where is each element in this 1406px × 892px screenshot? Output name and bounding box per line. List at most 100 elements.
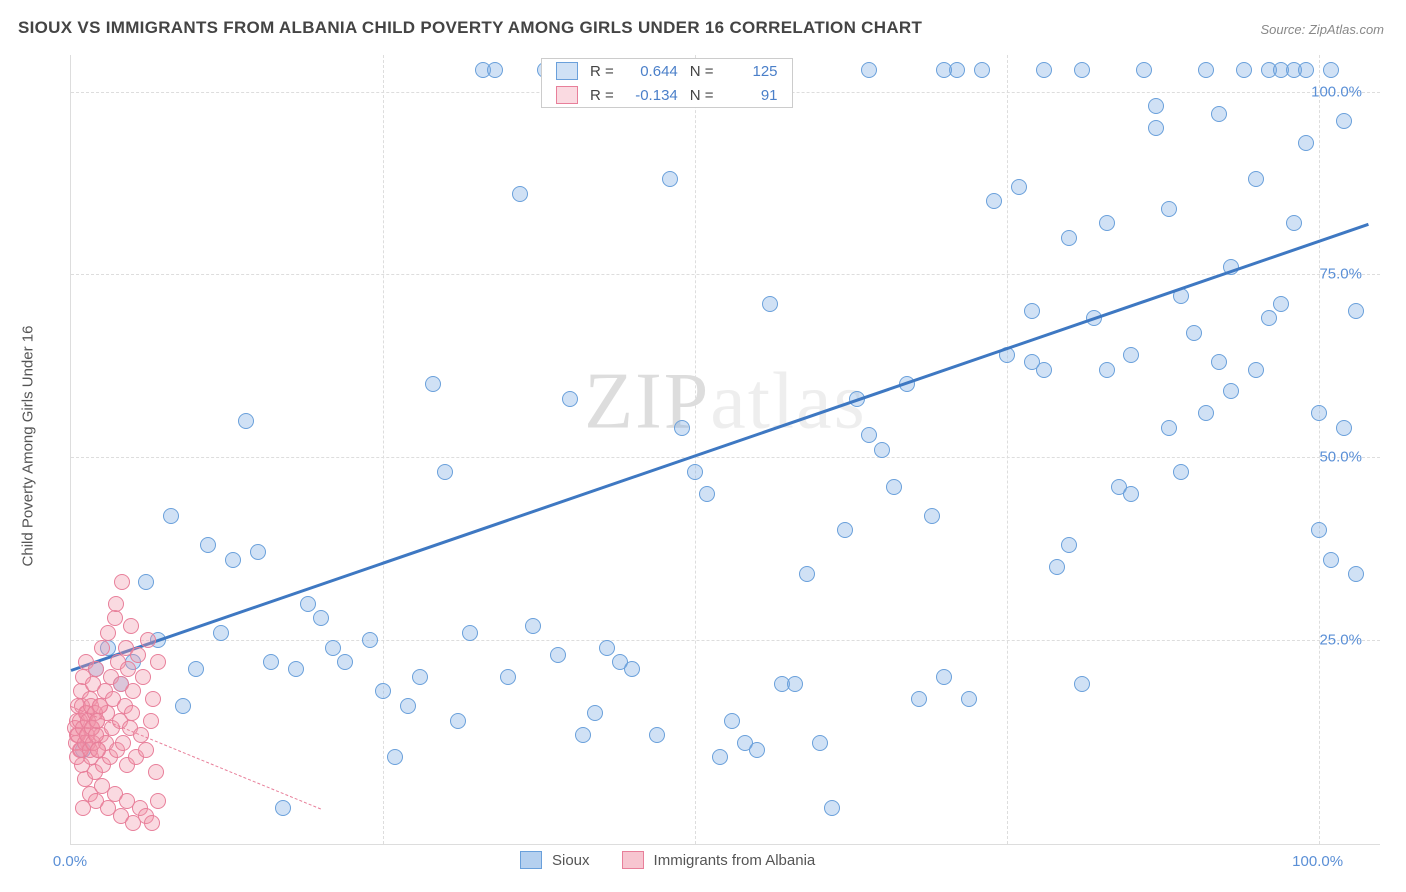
- stat-r-value: -0.134: [626, 87, 678, 104]
- stat-legend-row: R =0.644N =125: [542, 59, 792, 83]
- data-point: [587, 705, 603, 721]
- data-point: [213, 625, 229, 641]
- series-legend: Sioux Immigrants from Albania: [520, 851, 837, 869]
- data-point: [861, 427, 877, 443]
- data-point: [200, 537, 216, 553]
- gridline-v: [1007, 55, 1008, 844]
- data-point: [886, 479, 902, 495]
- stat-legend: R =0.644N =125R =-0.134N =91: [541, 58, 793, 108]
- data-point: [1198, 405, 1214, 421]
- data-point: [1236, 62, 1252, 78]
- data-point: [1024, 303, 1040, 319]
- data-point: [88, 727, 104, 743]
- data-point: [1036, 62, 1052, 78]
- data-point: [1161, 420, 1177, 436]
- data-point: [861, 62, 877, 78]
- data-point: [1173, 464, 1189, 480]
- data-point: [275, 800, 291, 816]
- data-point: [1186, 325, 1202, 341]
- data-point: [1311, 522, 1327, 538]
- data-point: [749, 742, 765, 758]
- data-point: [437, 464, 453, 480]
- gridline-v: [1319, 55, 1320, 844]
- chart-title: SIOUX VS IMMIGRANTS FROM ALBANIA CHILD P…: [18, 18, 922, 38]
- data-point: [1223, 383, 1239, 399]
- data-point: [936, 62, 952, 78]
- data-point: [674, 420, 690, 436]
- data-point: [1036, 362, 1052, 378]
- legend-swatch: [622, 851, 644, 869]
- data-point: [961, 691, 977, 707]
- legend-swatch: [556, 86, 578, 104]
- data-point: [143, 713, 159, 729]
- data-point: [487, 62, 503, 78]
- data-point: [1286, 215, 1302, 231]
- data-point: [1161, 201, 1177, 217]
- data-point: [1061, 230, 1077, 246]
- plot-area: ZIPatlas 25.0%50.0%75.0%100.0%R =0.644N …: [70, 55, 1380, 845]
- data-point: [525, 618, 541, 634]
- data-point: [150, 793, 166, 809]
- data-point: [824, 800, 840, 816]
- data-point: [986, 193, 1002, 209]
- trendline: [71, 223, 1369, 672]
- legend-swatch: [556, 62, 578, 80]
- data-point: [263, 654, 279, 670]
- data-point: [175, 698, 191, 714]
- data-point: [1099, 215, 1115, 231]
- data-point: [400, 698, 416, 714]
- gridline-h: [71, 457, 1380, 458]
- data-point: [1123, 347, 1139, 363]
- xtick-label: 0.0%: [53, 853, 87, 870]
- data-point: [125, 683, 141, 699]
- stat-n-value: 91: [726, 87, 778, 104]
- data-point: [512, 186, 528, 202]
- data-point: [325, 640, 341, 656]
- data-point: [1198, 62, 1214, 78]
- data-point: [148, 764, 164, 780]
- stat-r-label: R =: [590, 87, 614, 104]
- data-point: [1049, 559, 1065, 575]
- data-point: [1336, 420, 1352, 436]
- gridline-v: [383, 55, 384, 844]
- data-point: [88, 661, 104, 677]
- data-point: [313, 610, 329, 626]
- data-point: [362, 632, 378, 648]
- legend-swatch: [520, 851, 542, 869]
- data-point: [94, 640, 110, 656]
- data-point: [387, 749, 403, 765]
- data-point: [100, 625, 116, 641]
- legend-label: Sioux: [552, 852, 590, 869]
- stat-n-label: N =: [690, 87, 714, 104]
- data-point: [250, 544, 266, 560]
- stat-n-label: N =: [690, 63, 714, 80]
- data-point: [1123, 486, 1139, 502]
- data-point: [924, 508, 940, 524]
- stat-n-value: 125: [726, 63, 778, 80]
- data-point: [375, 683, 391, 699]
- data-point: [799, 566, 815, 582]
- data-point: [124, 705, 140, 721]
- data-point: [450, 713, 466, 729]
- ytick-label: 75.0%: [1319, 266, 1362, 283]
- data-point: [337, 654, 353, 670]
- data-point: [936, 669, 952, 685]
- data-point: [724, 713, 740, 729]
- data-point: [812, 735, 828, 751]
- data-point: [1136, 62, 1152, 78]
- data-point: [130, 647, 146, 663]
- source-label: Source: ZipAtlas.com: [1260, 22, 1384, 37]
- data-point: [1261, 310, 1277, 326]
- data-point: [974, 62, 990, 78]
- data-point: [120, 661, 136, 677]
- data-point: [1061, 537, 1077, 553]
- data-point: [188, 661, 204, 677]
- data-point: [115, 735, 131, 751]
- legend-label: Immigrants from Albania: [654, 852, 816, 869]
- data-point: [135, 669, 151, 685]
- ytick-label: 25.0%: [1319, 632, 1362, 649]
- data-point: [1298, 62, 1314, 78]
- watermark: ZIPatlas: [584, 357, 867, 448]
- data-point: [911, 691, 927, 707]
- data-point: [123, 618, 139, 634]
